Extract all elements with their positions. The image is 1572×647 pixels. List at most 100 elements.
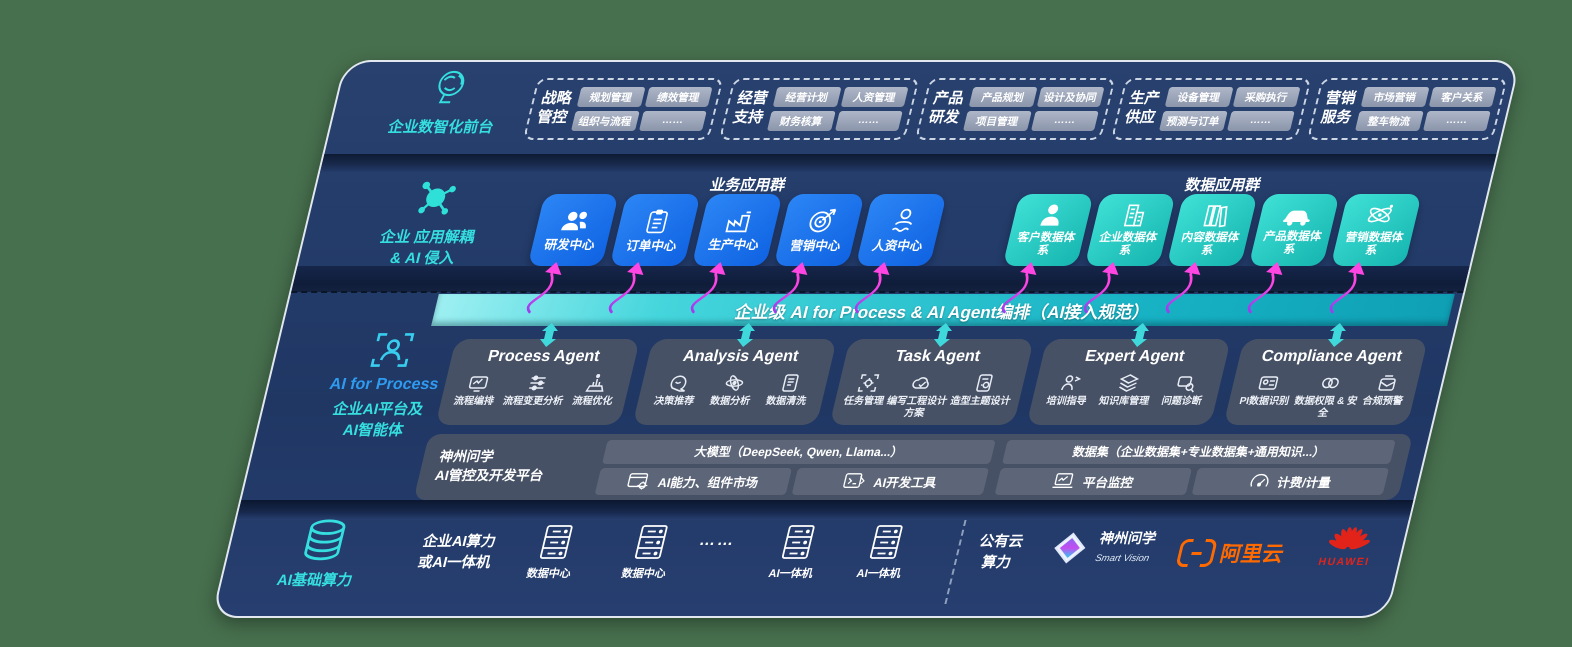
agent-item-label: 数据分析 (708, 396, 752, 407)
double-arrow (737, 323, 755, 347)
agent-card-analysis: Analysis Agent 决策推荐 数据分析 数据清洗 (632, 339, 838, 425)
group-pills: 设备管理 采购执行 预测与订单 …… (1158, 87, 1301, 131)
flow-arrow (1001, 262, 1037, 314)
agent-item-label: 合规预警 (1361, 396, 1404, 407)
flow-arrow (1329, 262, 1365, 314)
data-box-label: 客户数据体系 (1016, 231, 1077, 257)
rings-icon (1318, 373, 1343, 393)
decoupling-rail: 企业 应用解耦 & AI 侵入 (335, 178, 527, 268)
flow-arrow (1165, 262, 1201, 314)
node-label: 数据中心 (525, 568, 573, 580)
pill: 绩效管理 (644, 87, 713, 107)
app-box-production-center: 生产中心 (691, 194, 783, 266)
decoupling-label-line2: & AI 侵入 (388, 250, 457, 267)
pill: 项目管理 (962, 111, 1032, 131)
data-box-product: 产品数据体系 (1248, 194, 1340, 266)
agent-title: Expert Agent (1083, 348, 1187, 365)
agent-item-label: 任务管理 (842, 396, 885, 407)
ai-platform-sub2: AI智能体 (340, 422, 406, 439)
app-box-hr-center: 人资中心 (855, 194, 947, 266)
group-title: 产品研发 (927, 90, 966, 126)
public-cloud-line2: 算力 (979, 555, 1013, 572)
atom-icon (1363, 202, 1397, 228)
agent-item-label: 问题诊断 (1160, 396, 1203, 407)
flow-arrow (854, 262, 890, 314)
vendor-name: HUAWEI (1317, 556, 1371, 568)
platform-cell-dev-tools: AI开发工具 (791, 467, 990, 495)
server-icon (537, 524, 576, 560)
agent-title: Process Agent (486, 348, 602, 365)
pill: …… (834, 111, 903, 131)
optimize-icon (584, 373, 609, 393)
node-datacenter-1: 数据中心 (525, 524, 583, 581)
platform-cell-label: AI能力、组件市场 (656, 475, 760, 490)
molecule-icon (410, 178, 464, 220)
app-box-label: 生产中心 (706, 237, 761, 252)
doc-clean-icon (778, 373, 803, 393)
huawei-logo (1325, 520, 1375, 554)
platform-cell-label: 平台监控 (1081, 475, 1135, 490)
pill: …… (638, 111, 707, 131)
server-icon (779, 524, 818, 560)
agent-card-compliance: Compliance Agent PI数据识别 数据权限 & 安全 合规预警 (1223, 339, 1429, 425)
agent-item-label: 编写工程设计方案 (885, 396, 949, 419)
agent-title: Analysis Agent (681, 348, 801, 365)
pill: 设计及协同 (1036, 87, 1105, 107)
ai-orchestration-band: 企业级 AI for Process & AI Agent编排（AI接入规范） (431, 294, 1455, 326)
grid-scan-icon (856, 373, 881, 393)
platform-name-line1: 神州问学 (437, 449, 496, 465)
data-box-label: 营销数据体系 (1344, 231, 1405, 257)
agent-card-task: Task Agent 任务管理 编写工程设计方案 造型主题设计 (829, 339, 1035, 425)
pill: 客户关系 (1428, 87, 1497, 107)
pill: …… (1030, 111, 1099, 131)
flow-arrow (1247, 262, 1283, 314)
agent-item-label: 造型主题设计 (949, 396, 1012, 407)
data-box-label: 企业数据体系 (1098, 231, 1159, 257)
platform-datasets-half: 数据集（企业数据集+专业数据集+通用知识...） 平台监控 计费/计量 (994, 439, 1396, 495)
data-box-content: 内容数据体系 (1166, 194, 1258, 266)
app-box-label: 人资中心 (870, 238, 925, 253)
data-group-title: 数据应用群 (1183, 177, 1263, 194)
node-label: 数据中心 (620, 568, 668, 580)
server-icon (632, 524, 671, 560)
vendor-aliyun: 阿里云 (1175, 538, 1287, 568)
vertical-divider (944, 520, 967, 604)
app-box-label: 订单中心 (624, 238, 679, 253)
pill: …… (1422, 111, 1491, 131)
flow-arrow (608, 262, 644, 314)
scan-person-icon (368, 330, 418, 370)
dataset-bar: 数据集（企业数据集+专业数据集+通用知识...） (1002, 439, 1396, 464)
pill: 经营计划 (772, 87, 842, 107)
cloud-edit-icon (909, 373, 934, 393)
agent-item-label: 流程优化 (571, 396, 614, 407)
double-arrow (934, 323, 952, 347)
flow-arrow (1083, 262, 1119, 314)
app-box-label: 营销中心 (788, 238, 843, 253)
node-ai-appliance-2: AI一体机 (855, 524, 913, 581)
vendor-name: 神州问学 (1098, 530, 1159, 546)
public-cloud-label: 公有云 算力 (964, 532, 1034, 574)
group-pills: 经营计划 人资管理 财务核算 …… (766, 87, 909, 131)
data-box-marketing: 营销数据体系 (1330, 194, 1422, 266)
data-box-enterprise: 企业数据体系 (1084, 194, 1176, 266)
agent-item-label: 数据权限 & 安全 (1293, 396, 1359, 419)
flow-box-icon (466, 373, 491, 393)
pill: 市场营销 (1360, 87, 1430, 107)
pill: 组织与流程 (570, 111, 640, 131)
platform-models-half: 大模型（DeepSeek, Qwen, Llama...） AI能力、组件市场 … (594, 439, 996, 495)
pill: 整车物流 (1354, 111, 1424, 131)
factory-icon (722, 208, 756, 234)
infrastructure-rail: AI基础算力 (275, 518, 367, 590)
platform-cell-ai-market: AI能力、组件市场 (594, 467, 793, 495)
laptop-chart-icon (1051, 472, 1077, 490)
band-divider (236, 500, 1414, 520)
pill: 规划管理 (576, 87, 646, 107)
node-label: AI一体机 (855, 568, 903, 580)
building-icon (1118, 202, 1150, 228)
brain-head-icon (426, 68, 474, 110)
agent-item-label: 决策推荐 (652, 396, 696, 407)
pill: 设备管理 (1164, 87, 1234, 107)
group-pills: 产品规划 设计及协同 项目管理 …… (962, 87, 1105, 131)
node-label: AI一体机 (767, 568, 815, 580)
diamond-logo (1045, 528, 1095, 568)
